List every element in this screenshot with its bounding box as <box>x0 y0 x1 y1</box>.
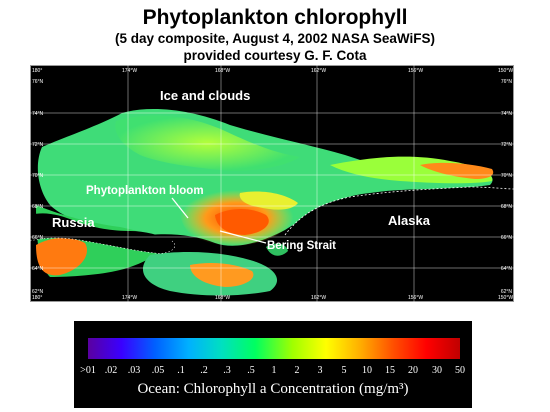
lat-label: 72°N <box>32 142 44 148</box>
legend-tick: 2 <box>294 365 300 376</box>
legend-title: Ocean: Chlorophyll a Concentration (mg/m… <box>137 381 409 397</box>
legend-tick: .3 <box>223 365 231 376</box>
lat-label: 74°N <box>501 111 513 117</box>
bering-pointer <box>219 230 267 244</box>
lon-label: 150°W <box>498 295 513 301</box>
bering-strait-label: Bering Strait <box>267 240 336 252</box>
northern-ice-field <box>115 115 300 171</box>
lat-label: 62°N <box>501 289 513 295</box>
lat-label: 70°N <box>501 173 513 179</box>
lat-label: 76°N <box>32 79 44 85</box>
subtitle-line-2: provided courtesy G. F. Cota <box>183 48 367 63</box>
legend-tick: .2 <box>200 365 208 376</box>
southwest-bloom <box>36 237 88 276</box>
map-svg: 180° 174°W 168°W 162°W 156°W 150°W 180° … <box>30 65 514 302</box>
title-block: Phytoplankton chlorophyll (5 day composi… <box>0 6 550 64</box>
legend-tick: 15 <box>385 365 395 376</box>
color-legend: >01 .02 .03 .05 .1 .2 .3 .5 1 2 3 5 10 1… <box>74 321 472 408</box>
bloom-label: Phytoplankton bloom <box>86 185 204 197</box>
legend-tick: 50 <box>455 365 465 376</box>
legend-tick: 5 <box>341 365 347 376</box>
lon-label: 174°W <box>122 68 137 74</box>
lon-labels-bottom: 180° 174°W 168°W 162°W 156°W 150°W <box>32 295 513 301</box>
lat-label: 76°N <box>501 79 513 85</box>
lat-label: 74°N <box>32 111 44 117</box>
lon-label: 174°W <box>122 295 137 301</box>
legend-colorbar <box>88 338 460 359</box>
lat-labels-left: 76°N 74°N 72°N 70°N 68°N 66°N 64°N 62°N <box>32 79 44 295</box>
lon-label: 156°W <box>408 68 423 74</box>
russia-label: Russia <box>52 215 95 230</box>
legend-tick: .5 <box>247 365 255 376</box>
yellow-shelf <box>239 191 298 210</box>
lat-label: 68°N <box>501 204 513 210</box>
ice-clouds-label: Ice and clouds <box>160 88 250 103</box>
lat-label: 70°N <box>32 173 44 179</box>
graticule <box>30 65 514 302</box>
lon-label: 162°W <box>311 295 326 301</box>
alaska-label: Alaska <box>388 213 431 228</box>
legend-tick: 3 <box>317 365 323 376</box>
legend-tick: 1 <box>271 365 277 376</box>
bering-south-bloom <box>190 263 254 287</box>
lat-label: 62°N <box>32 289 44 295</box>
legend-ticks: >01 .02 .03 .05 .1 .2 .3 .5 1 2 3 5 10 1… <box>80 365 465 379</box>
legend-tick: 30 <box>432 365 442 376</box>
lon-label: 150°W <box>498 68 513 74</box>
map-frame <box>30 65 514 302</box>
lat-labels-right: 76°N 74°N 72°N 70°N 68°N 66°N 64°N 62°N <box>501 79 513 295</box>
subtitle-line-1: (5 day composite, August 4, 2002 NASA Se… <box>115 31 435 46</box>
bloom-core <box>215 209 269 235</box>
lon-label: 156°W <box>408 295 423 301</box>
legend-tick: .03 <box>127 365 141 376</box>
legend-tick: 10 <box>362 365 372 376</box>
alaska-land <box>270 187 514 302</box>
lon-label: 162°W <box>311 68 326 74</box>
bloom-pointer <box>171 197 189 219</box>
lon-labels-top: 180° 174°W 168°W 162°W 156°W 150°W <box>32 68 513 74</box>
legend-tick: .1 <box>177 365 185 376</box>
lat-label: 66°N <box>501 235 513 241</box>
alaska-coast-green <box>266 243 288 256</box>
coastline <box>284 186 514 236</box>
lat-label: 66°N <box>32 235 44 241</box>
lon-label: 180° <box>32 68 42 74</box>
legend-tick: >01 <box>80 365 96 376</box>
legend-tick: .05 <box>151 365 165 376</box>
coastline-russia <box>30 237 176 254</box>
russia-land <box>30 213 175 254</box>
page-title: Phytoplankton chlorophyll <box>142 6 408 29</box>
legend-tick: .02 <box>104 365 118 376</box>
lat-label: 72°N <box>501 142 513 148</box>
lon-label: 180° <box>32 295 42 301</box>
chlorophyll-map: 180° 174°W 168°W 162°W 156°W 150°W 180° … <box>30 65 514 302</box>
annotations: Ice and clouds Phytoplankton bloom Russi… <box>52 88 431 252</box>
legend-tick: 20 <box>408 365 418 376</box>
lat-label: 68°N <box>32 204 44 210</box>
lat-label: 64°N <box>501 266 513 272</box>
lat-label: 64°N <box>32 266 44 272</box>
lon-label: 168°W <box>215 68 230 74</box>
lon-label: 168°W <box>215 295 230 301</box>
